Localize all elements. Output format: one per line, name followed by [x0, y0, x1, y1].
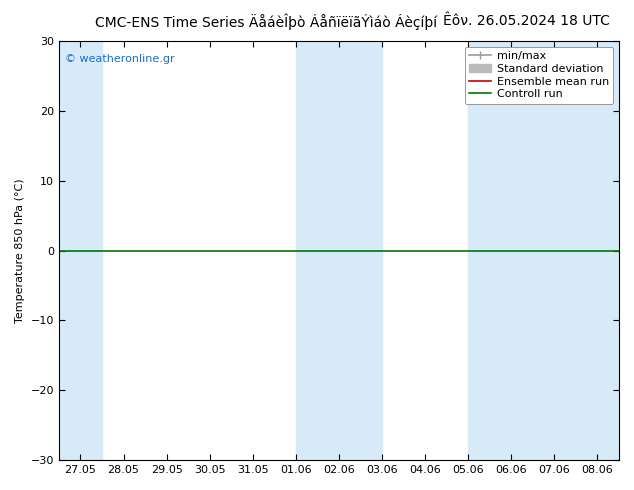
Text: Êôν. 26.05.2024 18 UTC: Êôν. 26.05.2024 18 UTC: [443, 14, 610, 28]
Text: CMC-ENS Time Series ÄåáèÎþò ÁåñïëïãÝìáò Áèçíþí: CMC-ENS Time Series ÄåáèÎþò ÁåñïëïãÝìáò …: [95, 14, 437, 30]
Bar: [296, 41, 382, 460]
Text: © weatheronline.gr: © weatheronline.gr: [65, 53, 174, 64]
Legend: min/max, Standard deviation, Ensemble mean run, Controll run: min/max, Standard deviation, Ensemble me…: [465, 47, 614, 104]
Bar: [59, 41, 102, 460]
Y-axis label: Temperature 850 hPa (°C): Temperature 850 hPa (°C): [15, 178, 25, 323]
Bar: [468, 41, 619, 460]
